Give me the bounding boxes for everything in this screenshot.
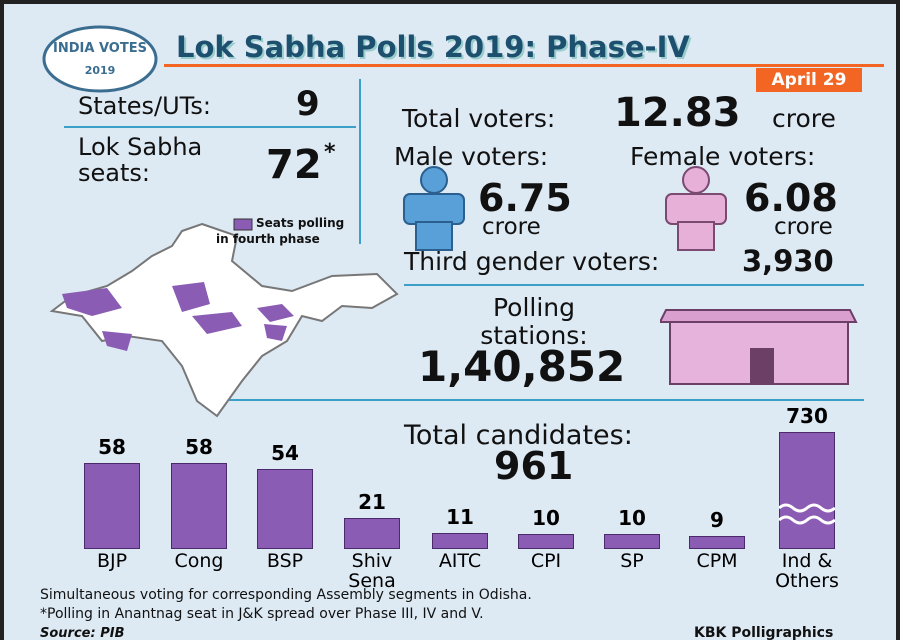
india-map — [49, 218, 399, 418]
x-tick-label: CPM — [696, 550, 738, 572]
value-label: 58 — [185, 435, 213, 460]
female-value: 6.08 — [744, 176, 838, 220]
value-label: 10 — [618, 506, 646, 531]
booth-icon — [660, 309, 858, 385]
states-value: 9 — [296, 84, 320, 124]
third-gender-label: Third gender voters: — [404, 247, 660, 276]
female-unit: crore — [774, 214, 833, 240]
bar — [518, 534, 574, 549]
bar — [779, 432, 835, 549]
x-tick-label: BJP — [96, 550, 128, 572]
x-tick-label: BSP — [266, 550, 304, 572]
bar — [432, 532, 488, 549]
x-tick-label: SP — [620, 550, 644, 572]
divider — [64, 126, 356, 128]
male-icon — [403, 166, 465, 251]
logo: INDIA VOTES 2019 — [42, 25, 158, 93]
male-unit: crore — [482, 214, 541, 240]
date: April 29 — [756, 68, 862, 92]
polling-value: 1,40,852 — [418, 342, 626, 391]
states-label: States/UTs: — [78, 92, 211, 120]
title: Lok Sabha Polls 2019: Phase-IV — [176, 30, 690, 64]
note: Simultaneous voting for corresponding As… — [40, 587, 532, 603]
divider — [404, 284, 864, 286]
value-label: 9 — [710, 507, 724, 532]
bar — [689, 535, 745, 549]
x-tick-label: Shiv Sena — [348, 550, 396, 592]
polling-label: Polling stations: — [480, 293, 588, 350]
seats-mark: * — [324, 140, 336, 165]
x-tick-label: Ind & Others — [775, 550, 839, 592]
male-value: 6.75 — [478, 176, 572, 220]
divider — [204, 399, 864, 401]
credit: KBK Polligraphics — [694, 625, 834, 640]
source: Source: PIB — [40, 626, 125, 640]
seats-value: 72 — [266, 142, 322, 188]
title-rule — [164, 64, 884, 67]
bar-chart: 58 BJP 58 Cong 54 BSP 21 Shiv Sena 11 AITC 10 CPI 10… — [4, 4, 896, 640]
candidates-total: 961 — [494, 444, 574, 488]
value-label: 58 — [98, 435, 126, 460]
total-voters-unit: crore — [772, 104, 836, 133]
candidates-label: Total candidates: — [404, 420, 633, 451]
value-label: 730 — [786, 404, 828, 429]
value-label: 11 — [446, 504, 474, 529]
third-gender-value: 3,930 — [742, 244, 834, 278]
seats-label: Lok Sabha seats: — [78, 133, 203, 187]
bar — [604, 534, 660, 549]
total-voters-value: 12.83 — [614, 90, 741, 136]
female-icon — [665, 166, 727, 251]
logo-year: 2019 — [85, 64, 116, 77]
legend-swatch — [233, 218, 253, 231]
bar — [171, 463, 227, 549]
x-tick-label: CPI — [530, 550, 562, 572]
bar — [257, 469, 313, 549]
bar — [84, 463, 140, 549]
value-label: 54 — [271, 441, 299, 466]
male-label: Male voters: — [394, 142, 549, 171]
female-label: Female voters: — [630, 142, 816, 171]
divider — [359, 79, 361, 244]
logo-text: INDIA VOTES — [53, 41, 147, 56]
note: *Polling in Anantnag seat in J&K spread … — [40, 606, 484, 622]
axis-break — [779, 503, 835, 525]
bar — [344, 517, 400, 549]
x-tick-label: AITC — [438, 550, 482, 572]
value-label: 21 — [358, 489, 386, 514]
x-tick-label: Cong — [174, 550, 224, 572]
map-legend: Seats polling in fourth phase — [216, 216, 345, 246]
value-label: 10 — [532, 506, 560, 531]
total-voters-label: Total voters: — [402, 104, 556, 133]
